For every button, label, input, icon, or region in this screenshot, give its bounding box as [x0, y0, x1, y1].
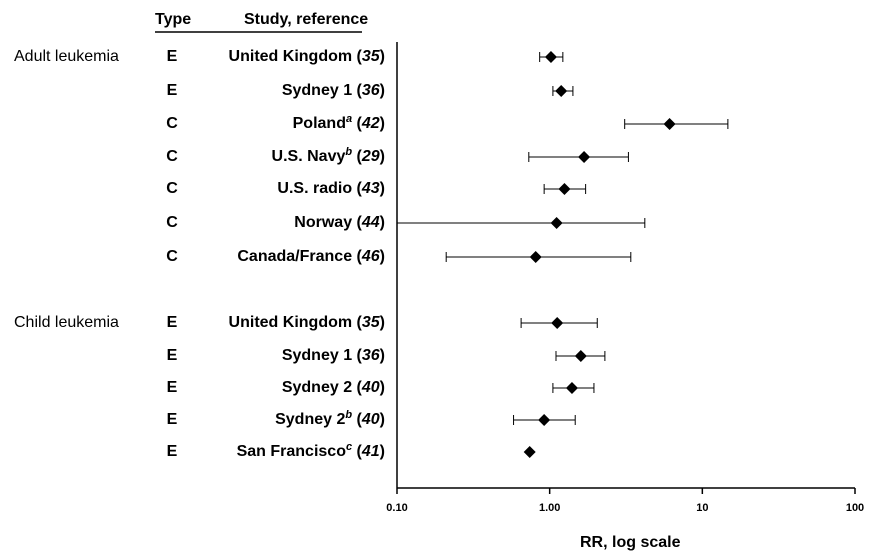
study-type: C: [166, 180, 178, 197]
study-name: San Francisco: [236, 443, 346, 460]
study-reference: U.S. Navyb (29): [271, 146, 385, 166]
study-ref-number: 42: [361, 115, 380, 132]
study-ref-number: 46: [361, 248, 380, 265]
study-ref-number: 41: [361, 443, 380, 460]
study-type: E: [166, 48, 178, 65]
rr-point-marker: [529, 251, 542, 263]
study-reference: United Kingdom (35): [228, 48, 385, 65]
study-type: E: [166, 379, 178, 396]
rr-point-marker: [544, 51, 557, 63]
study-reference: San Franciscoc (41): [236, 441, 385, 461]
study-type: C: [166, 115, 178, 132]
study-footnote: c: [345, 441, 353, 453]
x-tick-label: 0.10: [386, 502, 408, 514]
study-reference: Sydney 1 (36): [281, 347, 385, 364]
study-name: United Kingdom: [228, 48, 353, 65]
study-ref-number: 43: [361, 180, 380, 197]
group-label-adult-leukemia: Adult leukemia: [14, 48, 119, 65]
x-tick-label: 100: [845, 502, 865, 514]
rr-point-marker: [550, 217, 563, 229]
study-type: E: [166, 347, 178, 364]
study-name: Poland: [292, 115, 346, 132]
rr-point-marker: [551, 317, 564, 329]
study-column-header: Study, reference: [244, 11, 369, 28]
rr-point-marker: [565, 382, 578, 394]
study-ref-number: 36: [361, 82, 380, 99]
study-footnote: b: [345, 409, 353, 421]
type-column-header: Type: [155, 11, 192, 28]
study-reference: Norway (44): [294, 214, 385, 231]
study-reference: Canada/France (46): [237, 248, 385, 265]
study-name: Norway: [294, 214, 353, 231]
rr-point-marker: [538, 414, 551, 426]
study-ref-number: 40: [361, 411, 380, 428]
study-reference: Sydney 2b (40): [275, 409, 385, 429]
study-footnote: b: [345, 146, 353, 158]
x-tick-label: 10: [696, 502, 709, 514]
rr-point-marker: [578, 151, 591, 163]
study-type: C: [166, 248, 178, 265]
study-type: C: [166, 214, 178, 231]
study-reference: Sydney 1 (36): [281, 82, 385, 99]
study-type: E: [166, 411, 178, 428]
study-reference: United Kingdom (35): [228, 314, 385, 331]
study-reference: U.S. radio (43): [277, 180, 385, 197]
study-name: Sydney 1: [281, 347, 353, 364]
study-ref-number: 40: [361, 379, 380, 396]
study-name: Sydney 1: [281, 82, 353, 99]
x-axis-label: RR, log scale: [580, 534, 681, 551]
study-name: Canada/France: [237, 248, 353, 265]
x-tick-label: 1.00: [538, 502, 561, 514]
study-name: U.S. radio: [277, 180, 353, 197]
study-name: United Kingdom: [228, 314, 353, 331]
study-reference: Sydney 2 (40): [281, 379, 385, 396]
study-name: Sydney 2: [281, 379, 353, 396]
study-ref-number: 29: [361, 148, 380, 165]
study-type: E: [166, 314, 178, 331]
study-type: C: [166, 148, 178, 165]
rr-point-marker: [555, 85, 568, 97]
study-name: U.S. Navy: [271, 148, 346, 165]
study-ref-number: 35: [361, 48, 380, 65]
study-ref-number: 36: [361, 347, 380, 364]
study-type: E: [166, 82, 178, 99]
study-ref-number: 44: [361, 214, 380, 231]
rr-point-marker: [558, 183, 571, 195]
study-name: Sydney 2: [275, 411, 346, 428]
rr-point-marker: [663, 118, 676, 130]
study-footnote: a: [345, 113, 353, 125]
group-label-child-leukemia: Child leukemia: [14, 314, 119, 331]
rr-point-marker: [523, 446, 536, 458]
study-reference: Polanda (42): [292, 113, 385, 133]
study-type: E: [166, 443, 178, 460]
rr-point-marker: [574, 350, 587, 362]
study-ref-number: 35: [361, 314, 380, 331]
